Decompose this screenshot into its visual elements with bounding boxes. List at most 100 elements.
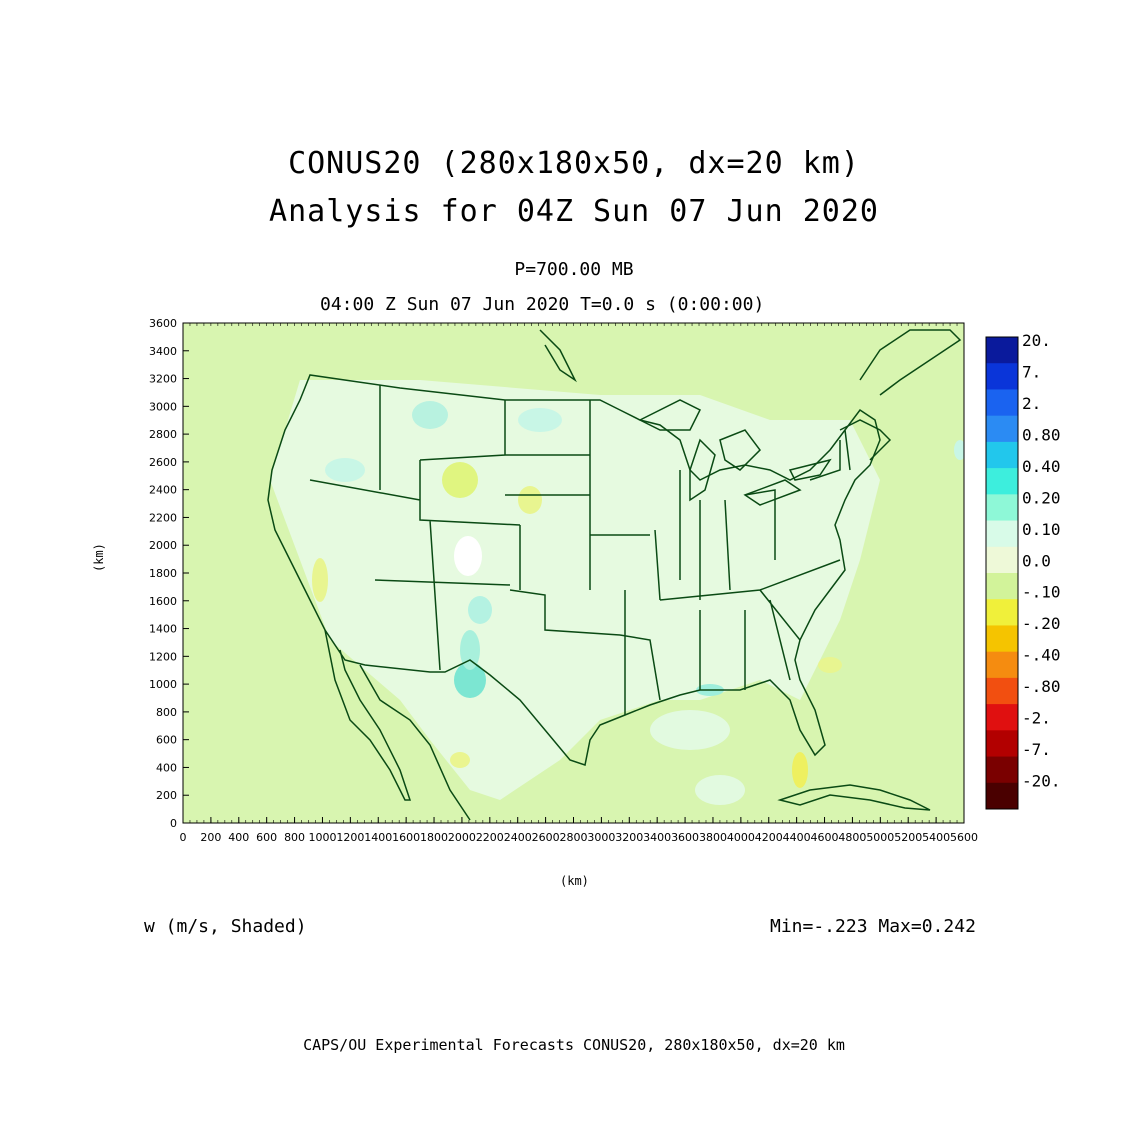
colorbar-label: -.20 [1022,614,1061,633]
y-tick-label: 2000 [149,539,177,552]
x-tick-label: 4200 [755,831,783,844]
y-axis: 0 200 400 600 800 1000 1200 1400 1600 1800 2000 220… [149,317,189,830]
colorbar-swatch [986,599,1018,626]
x-tick-label: 2200 [476,831,504,844]
field-positive-area [954,440,964,460]
colorbar-swatch [986,651,1018,679]
x-tick-label: 4400 [783,831,811,844]
variable-label: w (m/s, Shaded) [144,916,307,937]
y-tick-label: 1600 [149,595,177,608]
x-tick-label: 1000 [308,831,336,844]
us-outline [267,374,881,766]
colorbar-swatch [986,415,1018,443]
colorbar-swatch [986,337,1018,364]
x-tick-label: 800 [284,831,305,844]
colorbar-swatch [986,520,1018,548]
colorbar-label: 7. [1022,362,1041,381]
min-max-label: Min=-.223 Max=0.242 [770,916,976,937]
x-axis-label: (km) [560,874,589,888]
chart-title-line2: Analysis for 04Z Sun 07 Jun 2020 [269,194,879,229]
colorbar-swatch [986,677,1018,705]
colorbar-swatch [986,494,1018,522]
field-positive-area [695,775,745,805]
colorbar-swatch [986,782,1018,810]
x-tick-label: 2400 [504,831,532,844]
colorbar: 20. 7. 2. 0.80 0.40 0.20 0.10 0.0 -.10 -.20 -.40 -.… [985,331,1061,810]
field-negative-area [312,558,328,602]
colorbar-label: -.40 [1022,646,1061,665]
y-tick-label: 1800 [149,567,177,580]
y-tick-label: 1200 [149,650,177,663]
x-axis: 0 200 400 600 800 1000 1200 1400 1600 1800 2000 220… [180,323,978,844]
colorbar-swatch [986,468,1018,495]
colorbar-swatch [986,730,1018,758]
colorbar-label: -2. [1022,709,1051,728]
colorbar-label: -20. [1022,772,1061,791]
valid-time: 04:00 Z Sun 07 Jun 2020 T=0.0 s (0:00:00… [320,294,765,315]
colorbar-label: 0.40 [1022,457,1061,476]
field-missing-area [454,536,482,576]
colorbar-frame [985,336,1019,810]
x-tick-label: 5400 [922,831,950,844]
political-boundaries [267,329,962,821]
x-tick-label: 5000 [866,831,894,844]
x-tick-label: 200 [200,831,221,844]
x-tick-label: 1600 [392,831,420,844]
great-lakes [638,399,832,506]
field-land-neutral [270,380,880,800]
colorbar-label: 20. [1022,331,1051,350]
x-tick-label: 3600 [671,831,699,844]
colorbar-label: 0.0 [1022,551,1051,570]
x-tick-label: 3200 [615,831,643,844]
footer-credit: CAPS/OU Experimental Forecasts CONUS20, … [303,1036,845,1054]
colorbar-swatch [986,363,1018,390]
y-tick-label: 1000 [149,678,177,691]
field-negative-area [818,657,842,673]
field-negative-area [450,752,470,768]
x-tick-label: 600 [256,831,277,844]
shaded-field [183,323,964,823]
field-negative-area [792,752,808,788]
x-tick-label: 3800 [699,831,727,844]
x-tick-label: 0 [180,831,187,844]
colorbar-label: -.10 [1022,583,1061,602]
colorbar-label: 0.20 [1022,488,1061,507]
colorbar-label: 0.80 [1022,425,1061,444]
x-tick-label: 5200 [894,831,922,844]
colorbar-label: 2. [1022,394,1041,413]
x-tick-label: 1200 [336,831,364,844]
colorbar-swatch [986,441,1018,469]
colorbar-swatch [986,546,1018,574]
colorbar-swatch [986,625,1018,653]
x-tick-label: 4600 [811,831,839,844]
x-tick-label: 4000 [727,831,755,844]
field-positive-area [460,630,480,670]
y-tick-label: 3000 [149,400,177,413]
y-tick-label: 2600 [149,456,177,469]
y-tick-label: 600 [156,734,177,747]
field-negative-area [442,462,478,498]
x-tick-label: 1400 [364,831,392,844]
x-tick-label: 3400 [643,831,671,844]
y-tick-label: 200 [156,789,177,802]
y-tick-label: 1400 [149,623,177,636]
x-tick-label: 5600 [950,831,978,844]
x-tick-label: 2600 [532,831,560,844]
x-tick-label: 4800 [838,831,866,844]
y-tick-label: 400 [156,761,177,774]
field-positive-area [325,458,365,482]
field-positive-area [454,662,486,698]
colorbar-label: 0.10 [1022,520,1061,539]
x-tick-label: 2800 [560,831,588,844]
colorbar-swatch [986,756,1018,784]
y-tick-label: 3600 [149,317,177,330]
y-tick-label: 2400 [149,484,177,497]
field-negative-area [518,486,542,514]
field-positive-area [650,710,730,750]
x-tick-label: 3000 [587,831,615,844]
colorbar-swatch [986,389,1018,417]
y-axis-label: (km) [92,543,106,572]
colorbar-label: -7. [1022,740,1051,759]
pressure-level: P=700.00 MB [514,259,634,280]
